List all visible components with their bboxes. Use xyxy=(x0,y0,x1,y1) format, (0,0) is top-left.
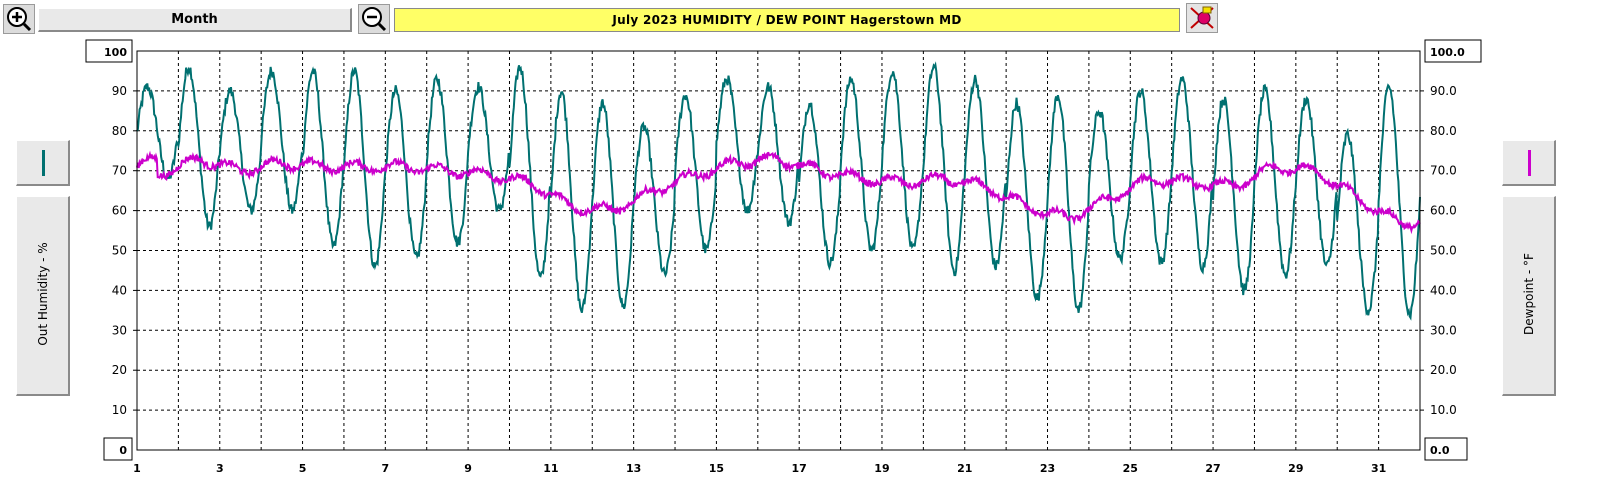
period-selector-button[interactable]: Month xyxy=(38,8,352,32)
right-axis: 90.0 80.0 70.0 60.0 50.0 40.0 30.0 20.0 10.0 100.… xyxy=(1420,39,1482,461)
left-tick-label: 70 xyxy=(112,164,127,178)
x-tick-label: 21 xyxy=(957,462,972,475)
dewpoint-series-button[interactable] xyxy=(1502,140,1556,186)
right-max-box xyxy=(1424,39,1482,63)
x-tick-label: 7 xyxy=(381,462,389,475)
x-tick-label: 13 xyxy=(626,462,641,475)
right-min-value: 0.0 xyxy=(1430,444,1450,457)
chart-title: July 2023 HUMIDITY / DEW POINT Hagerstow… xyxy=(612,13,962,27)
humidity-series xyxy=(136,61,1421,321)
right-tick-label: 40.0 xyxy=(1430,283,1457,297)
period-label: Month xyxy=(171,12,218,27)
x-tick-label: 15 xyxy=(709,462,724,475)
x-tick-label: 1 xyxy=(133,462,141,475)
x-axis: 1 3 5 7 9 11 13 15 17 19 21 23 25 27 29 31 xyxy=(133,462,1386,475)
left-tick-label: 60 xyxy=(112,204,127,218)
right-tick-label: 10.0 xyxy=(1430,403,1457,417)
right-tick-label: 90.0 xyxy=(1430,84,1457,98)
chart-title-bar: July 2023 HUMIDITY / DEW POINT Hagerstow… xyxy=(394,8,1180,32)
zoom-in-icon xyxy=(7,7,32,32)
right-tick-label: 20.0 xyxy=(1430,363,1457,377)
humidity-series-button[interactable] xyxy=(16,140,70,186)
x-tick-label: 29 xyxy=(1288,462,1303,475)
left-tick-label: 80 xyxy=(112,124,127,138)
left-tick-label: 20 xyxy=(112,363,127,377)
x-tick-label: 11 xyxy=(543,462,558,475)
x-tick-label: 9 xyxy=(464,462,472,475)
x-tick-label: 3 xyxy=(216,462,224,475)
humidity-axis-button[interactable]: Out Humidity - % xyxy=(16,196,70,396)
left-min-value: 0 xyxy=(119,444,127,457)
humidity-series-swatch xyxy=(42,150,45,176)
left-max-box xyxy=(85,39,133,63)
color-settings-button[interactable] xyxy=(1186,3,1218,33)
humidity-line xyxy=(136,61,1421,321)
left-tick-label: 50 xyxy=(112,244,127,258)
dewpoint-series-swatch xyxy=(1528,150,1531,176)
right-tick-label: 80.0 xyxy=(1430,124,1457,138)
right-min-box xyxy=(1424,437,1468,461)
x-tick-label: 27 xyxy=(1205,462,1220,475)
zoom-out-button[interactable] xyxy=(358,4,390,34)
chart-grid xyxy=(137,51,1420,450)
left-max-value: 100 xyxy=(104,46,127,59)
right-max-value: 100.0 xyxy=(1430,46,1465,59)
left-tick-label: 90 xyxy=(112,84,127,98)
left-axis: 90 80 70 60 50 40 30 20 10 100 0 xyxy=(85,39,137,461)
dewpoint-series xyxy=(136,150,1421,235)
x-tick-label: 31 xyxy=(1371,462,1386,475)
right-tick-label: 60.0 xyxy=(1430,204,1457,218)
right-tick-label: 70.0 xyxy=(1430,164,1457,178)
x-tick-label: 25 xyxy=(1123,462,1138,475)
zoom-in-button[interactable] xyxy=(3,4,35,34)
dewpoint-line xyxy=(136,150,1421,235)
x-tick-label: 17 xyxy=(792,462,807,475)
x-tick-label: 5 xyxy=(299,462,307,475)
zoom-out-icon xyxy=(362,7,387,32)
paint-bucket-icon xyxy=(1190,6,1214,29)
left-tick-label: 30 xyxy=(112,323,127,337)
left-tick-label: 10 xyxy=(112,403,127,417)
x-tick-label: 19 xyxy=(874,462,889,475)
left-min-box xyxy=(103,437,133,461)
right-tick-label: 30.0 xyxy=(1430,323,1457,337)
dewpoint-axis-button[interactable]: Dewpoint - °F xyxy=(1502,196,1556,396)
left-tick-label: 40 xyxy=(112,283,127,297)
x-tick-label: 23 xyxy=(1040,462,1055,475)
right-tick-label: 50.0 xyxy=(1430,244,1457,258)
